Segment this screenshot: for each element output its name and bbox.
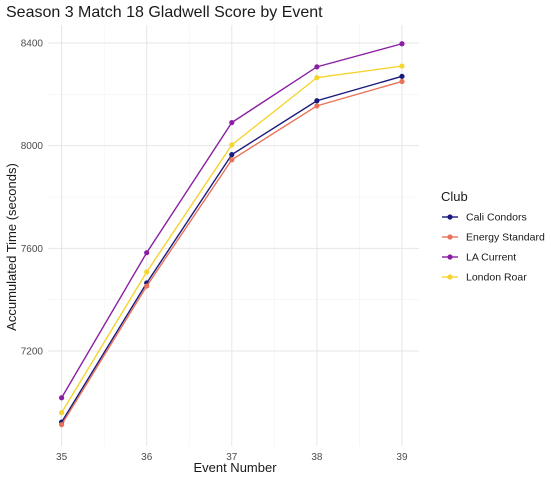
legend-item-energy-standard: Energy Standard: [442, 232, 545, 244]
data-point-london-roar: [229, 142, 235, 148]
data-point-energy-standard: [144, 283, 150, 289]
data-point-la-current: [144, 250, 150, 256]
y-tick-label: 8000: [21, 141, 44, 152]
x-tick-label: 35: [56, 452, 68, 463]
data-point-la-current: [229, 119, 235, 126]
y-tick-label: 7600: [21, 244, 44, 255]
x-tick-label: 39: [396, 452, 408, 463]
data-point-london-roar: [399, 63, 405, 69]
x-tick-label: 36: [141, 452, 153, 463]
y-axis: 7200 7600 8000 8400: [21, 38, 44, 357]
data-point-la-current: [314, 64, 320, 70]
legend-label: Cali Condors: [466, 212, 527, 224]
data-point-london-roar: [59, 410, 65, 416]
x-tick-label: 37: [226, 452, 238, 463]
data-point-energy-standard: [229, 157, 235, 163]
data-point-energy-standard: [314, 103, 320, 109]
data-point-energy-standard: [399, 78, 405, 85]
x-axis: 35 36 37 38 39: [56, 452, 408, 463]
y-tick-label: 7200: [21, 347, 44, 358]
legend-item-la-current: LA Current: [442, 252, 516, 264]
data-point-cali-condors: [399, 73, 405, 79]
data-point-la-current: [59, 395, 65, 401]
x-axis-title: Event Number: [193, 460, 277, 475]
legend: Club Cali Condors Energy Standard LA Curre…: [441, 189, 545, 284]
data-point-london-roar: [144, 269, 150, 275]
series-layer: [59, 41, 405, 428]
legend-key-point: [447, 214, 453, 220]
grid: [48, 25, 419, 446]
legend-label: Energy Standard: [466, 232, 545, 244]
legend-title: Club: [441, 189, 468, 204]
legend-label: London Roar: [466, 272, 527, 284]
legend-label: LA Current: [466, 252, 516, 264]
chart-title: Season 3 Match 18 Gladwell Score by Even…: [6, 4, 323, 21]
legend-key-point: [447, 254, 453, 260]
data-point-cali-condors: [314, 98, 320, 104]
legend-item-london-roar: London Roar: [442, 272, 527, 284]
legend-key-point: [447, 234, 453, 240]
data-point-cali-condors: [229, 152, 235, 158]
y-axis-title: Accumulated Time (seconds): [4, 163, 19, 331]
data-point-la-current: [399, 41, 405, 47]
x-tick-label: 38: [311, 452, 323, 463]
data-point-energy-standard: [59, 422, 65, 428]
data-point-london-roar: [314, 75, 320, 81]
y-tick-label: 8400: [21, 38, 44, 49]
legend-key-point: [447, 274, 453, 280]
legend-item-cali-condors: Cali Condors: [442, 212, 527, 224]
